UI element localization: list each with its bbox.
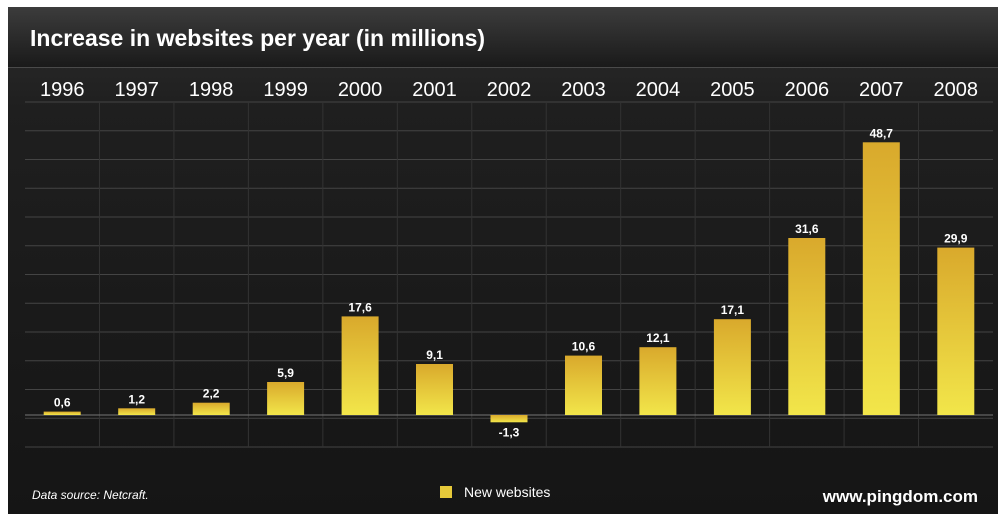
- bar: [118, 408, 156, 415]
- bar: [565, 355, 602, 415]
- data-label: 48,7: [870, 126, 894, 140]
- x-tick-label: 2005: [710, 79, 755, 101]
- data-label: 17,1: [721, 303, 745, 317]
- data-label: 9,1: [426, 348, 443, 362]
- legend-label: New websites: [464, 484, 551, 500]
- x-tick-label: 1996: [40, 79, 85, 101]
- bar: [416, 364, 453, 415]
- x-tick-label: 1998: [189, 79, 234, 101]
- x-tick-label: 2002: [487, 79, 532, 101]
- x-tick-label: 2000: [338, 79, 383, 101]
- x-tick-label: 2008: [934, 79, 979, 101]
- data-label: 2,2: [203, 387, 220, 401]
- legend: New websites: [440, 483, 550, 501]
- bar: [490, 415, 528, 423]
- bar: [43, 411, 81, 415]
- bar: [937, 247, 975, 415]
- x-tick-label: 2004: [636, 79, 681, 101]
- bar: [192, 402, 230, 415]
- bar: [267, 382, 305, 415]
- bar-chart: 1996 0,6 1997 1,2 1998 2,2 1999 5,9 2000 17,6 2001…: [25, 79, 993, 448]
- data-label: 0,6: [54, 396, 71, 410]
- x-tick-label: 2003: [561, 79, 606, 101]
- data-label: -1,3: [499, 425, 520, 439]
- x-tick-label: 2001: [412, 79, 457, 101]
- data-source-note: Data source: Netcraft.: [32, 488, 149, 502]
- bar: [341, 316, 379, 415]
- bar: [788, 238, 826, 415]
- data-label: 12,1: [646, 331, 670, 345]
- data-label: 31,6: [795, 222, 819, 236]
- bar: [639, 347, 677, 415]
- data-label: 5,9: [277, 366, 294, 380]
- data-label: 29,9: [944, 232, 968, 246]
- chart-panel: Increase in websites per year (in millio…: [8, 7, 998, 514]
- data-label: 17,6: [348, 300, 372, 314]
- legend-swatch: [440, 486, 452, 498]
- data-label: 1,2: [128, 392, 145, 406]
- bar: [713, 319, 751, 415]
- x-tick-label: 1997: [114, 79, 159, 101]
- x-tick-label: 2006: [785, 79, 830, 101]
- chart-title: Increase in websites per year (in millio…: [30, 25, 486, 51]
- brand-url: www.pingdom.com: [822, 487, 978, 506]
- bar: [862, 142, 900, 416]
- title-bar: Increase in websites per year (in millio…: [8, 7, 998, 68]
- x-tick-label: 1999: [263, 79, 308, 101]
- data-label: 10,6: [572, 340, 596, 354]
- x-tick-label: 2007: [859, 79, 904, 101]
